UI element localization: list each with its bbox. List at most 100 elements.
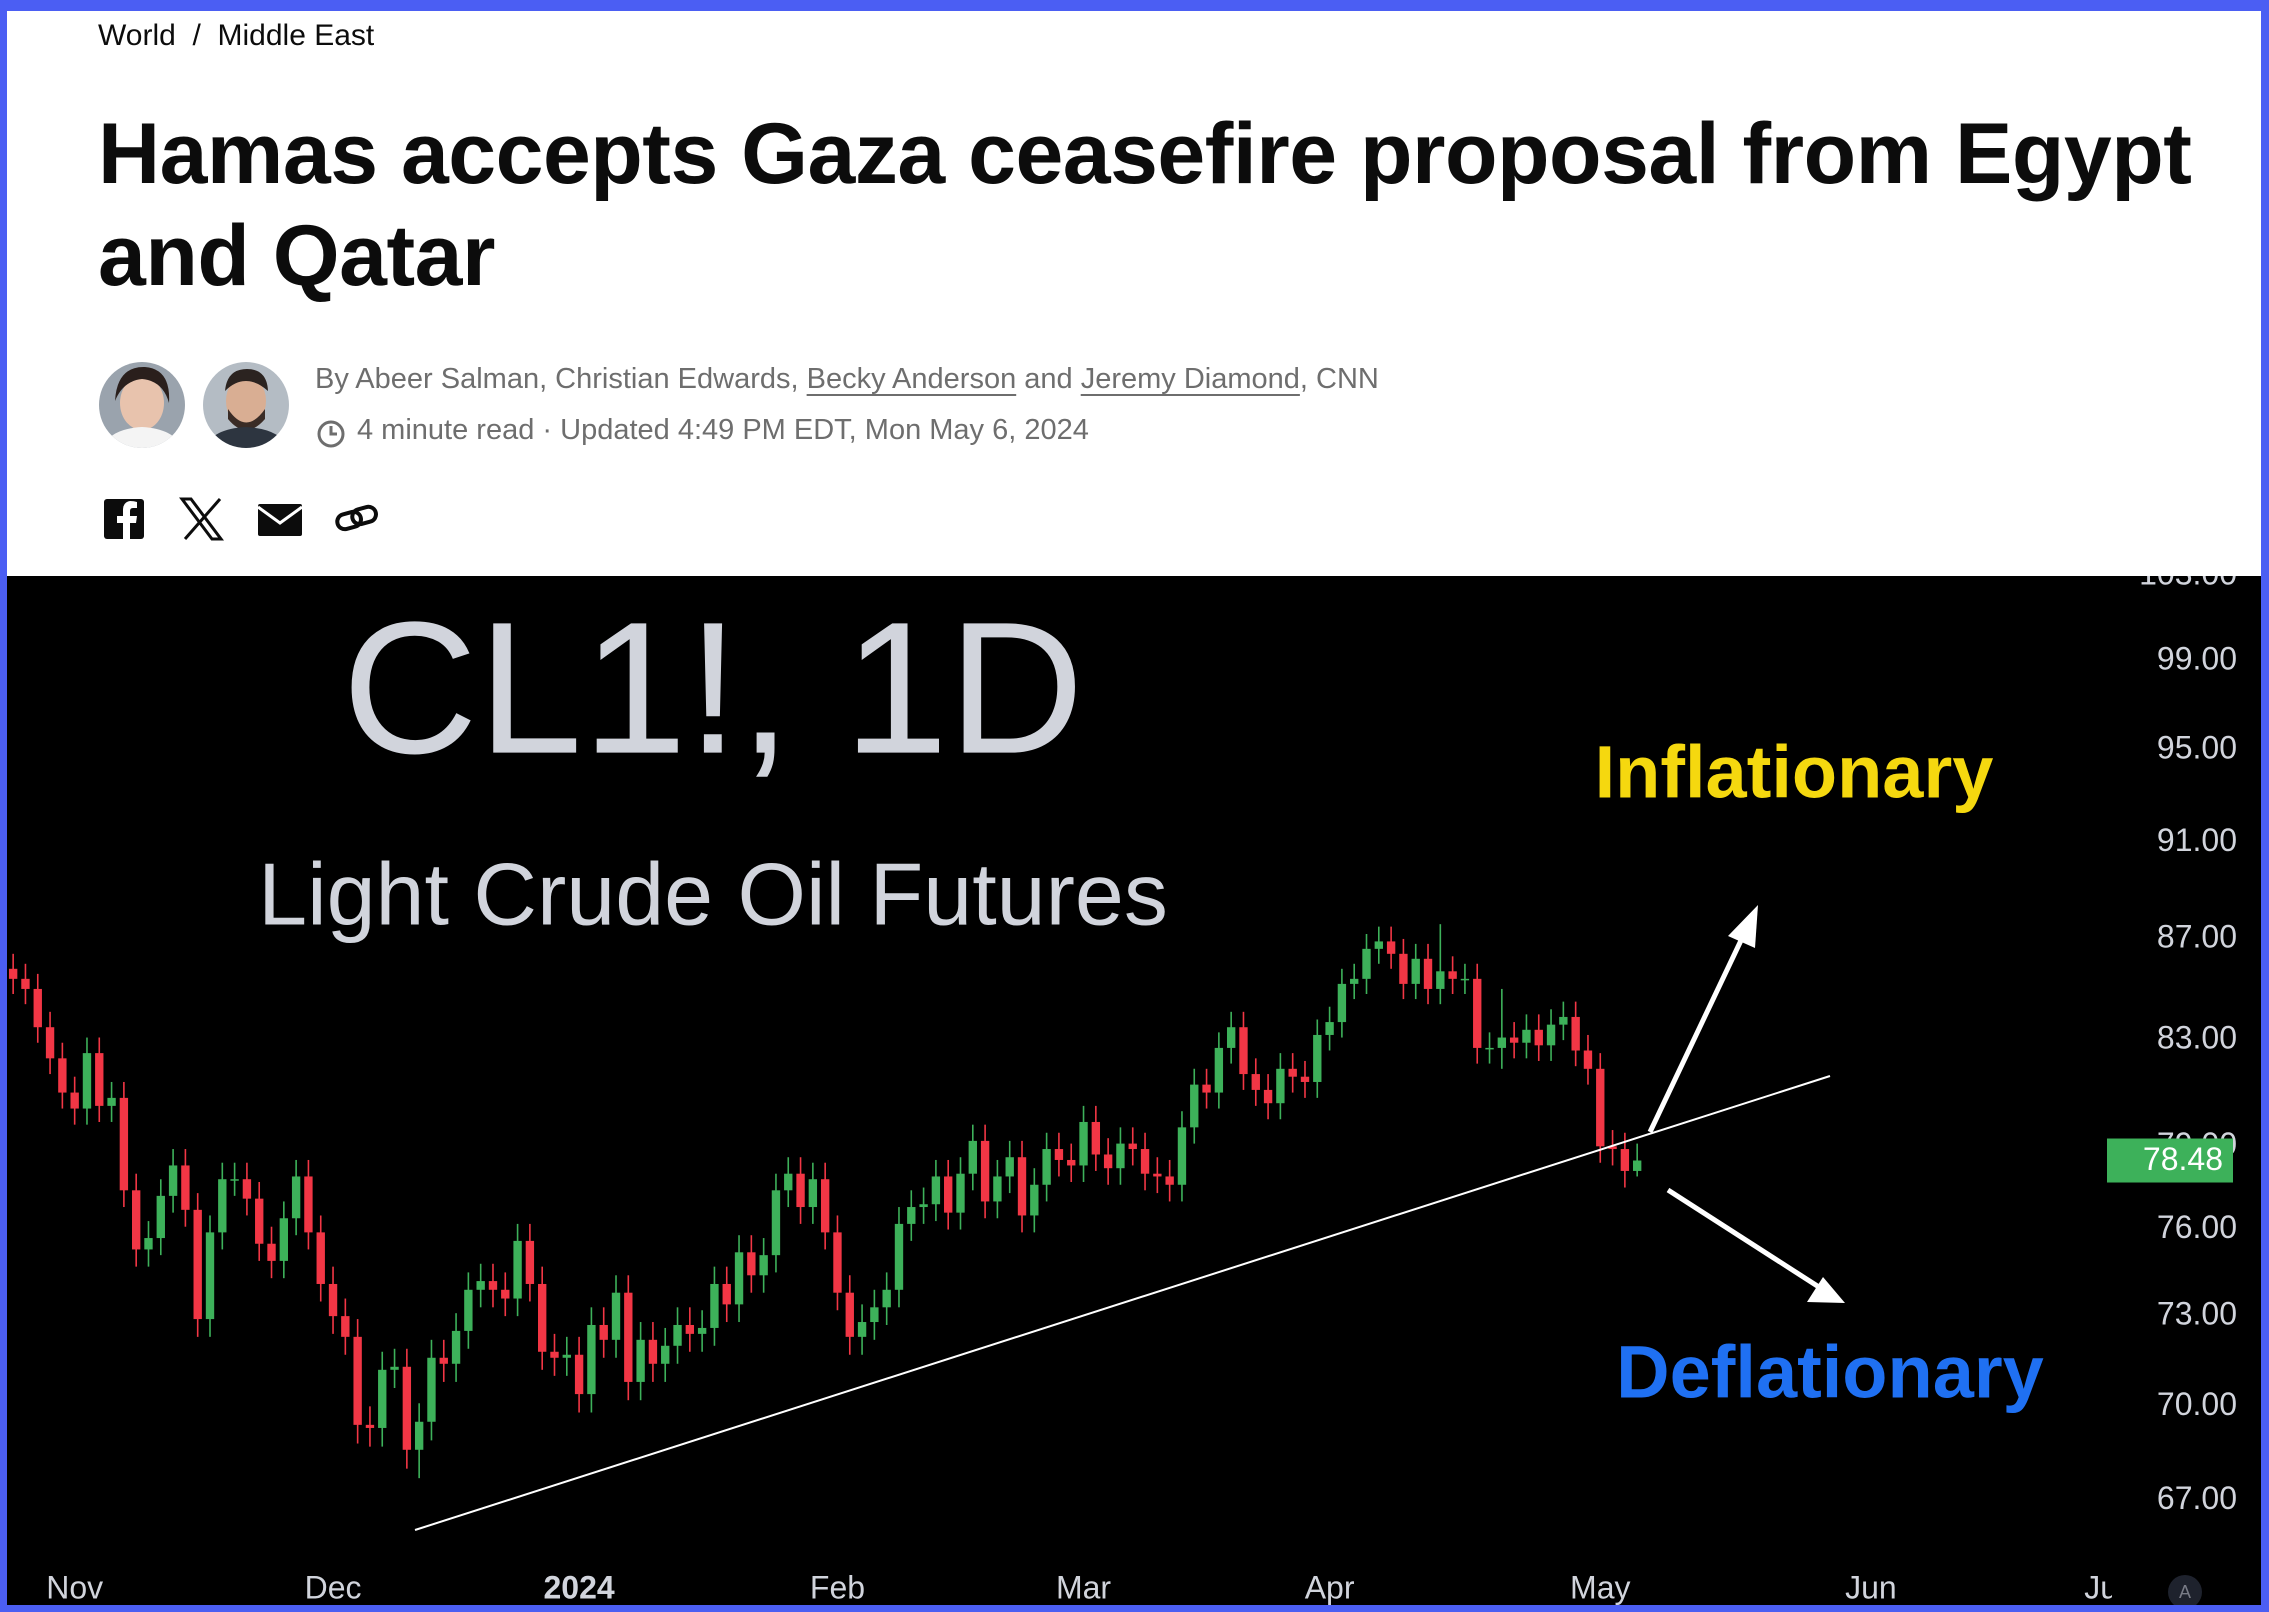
- auto-scale-button[interactable]: [2168, 1575, 2202, 1605]
- candle-body: [230, 1179, 239, 1181]
- auto-scale-label: A: [2179, 1582, 2191, 1602]
- candle-body: [661, 1345, 670, 1364]
- candle-body: [685, 1324, 695, 1334]
- candle-body: [132, 1190, 141, 1250]
- candle-body: [1534, 1029, 1543, 1046]
- candle-body: [538, 1283, 547, 1352]
- candle-body: [316, 1232, 325, 1284]
- candle-body: [648, 1339, 658, 1364]
- share-facebook[interactable]: [104, 499, 144, 539]
- candle-body: [1140, 1149, 1150, 1174]
- candle-body: [1559, 1016, 1568, 1025]
- candle-body: [734, 1252, 744, 1305]
- breadcrumb-link[interactable]: World: [98, 19, 176, 52]
- candle-body: [58, 1058, 67, 1093]
- candle-body: [1473, 978, 1482, 1048]
- candle-body: [95, 1053, 104, 1106]
- breadcrumb-separator: /: [192, 19, 201, 52]
- candle-body: [1202, 1084, 1211, 1093]
- x-tick-label: 2024: [544, 1569, 615, 1605]
- author-link[interactable]: Jeremy Diamond: [1080, 363, 1300, 395]
- candle-body: [993, 1176, 1002, 1202]
- candle-body: [980, 1140, 990, 1202]
- candle-body: [1067, 1159, 1076, 1166]
- last-price-label: 78.48: [2143, 1141, 2223, 1177]
- candle-body: [1190, 1084, 1199, 1128]
- candle-body: [476, 1281, 485, 1290]
- candle-body: [427, 1357, 436, 1422]
- candle-body: [70, 1092, 79, 1109]
- candle-body: [771, 1190, 781, 1256]
- candle-body: [1337, 983, 1347, 1023]
- candle-body: [353, 1336, 362, 1425]
- arrow-up: [1647, 930, 1748, 1134]
- share-link[interactable]: [335, 504, 378, 532]
- candle-body: [1632, 1160, 1642, 1171]
- candle-body: [205, 1232, 215, 1320]
- candle-body: [291, 1176, 301, 1219]
- candle-body: [267, 1243, 276, 1261]
- candle-body: [107, 1097, 116, 1106]
- candle-body: [1288, 1068, 1297, 1077]
- y-tick-label: 73.00: [2157, 1296, 2237, 1332]
- candle-body: [156, 1195, 165, 1239]
- byline-text: By Abeer Salman, Christian Edwards,: [315, 363, 807, 395]
- candle-body: [8, 968, 18, 979]
- author-link[interactable]: Becky Anderson: [806, 363, 1017, 395]
- candle-body: [1300, 1076, 1310, 1082]
- byline-text: , CNN: [1299, 363, 1379, 395]
- avatar[interactable]: [201, 361, 291, 451]
- candle-body: [1497, 1037, 1507, 1048]
- annotation: Inflationary: [1595, 731, 1994, 814]
- candle-body: [255, 1198, 264, 1244]
- candle-body: [513, 1240, 522, 1299]
- x-tick-label: Jul: [2084, 1569, 2125, 1605]
- candle-body: [451, 1330, 461, 1364]
- candle-body: [525, 1240, 535, 1284]
- candle-body: [574, 1354, 584, 1395]
- breadcrumb-link[interactable]: Middle East: [217, 19, 375, 52]
- candle-body: [168, 1165, 178, 1196]
- candle-body: [1423, 958, 1433, 989]
- candle-body: [820, 1179, 830, 1233]
- share-email[interactable]: [257, 504, 303, 536]
- candle-body: [365, 1424, 375, 1428]
- article-meta: 4 minute read · Updated 4:49 PM EDT, Mon…: [357, 414, 1089, 447]
- meta-separator: ·: [542, 414, 553, 446]
- candle-body: [1362, 948, 1371, 979]
- x-tick-label: Dec: [305, 1569, 362, 1605]
- candle-body: [1460, 978, 1470, 981]
- byline-text: and: [1016, 363, 1081, 395]
- candle-body: [1103, 1154, 1113, 1169]
- candle-body: [1596, 1068, 1605, 1147]
- candle-body: [894, 1223, 904, 1290]
- arrow-head: [1807, 1277, 1845, 1303]
- candle-body: [1448, 971, 1457, 979]
- candle-body: [439, 1357, 448, 1364]
- candle-body: [1226, 1027, 1236, 1048]
- candle-body: [501, 1289, 510, 1299]
- candle-body: [599, 1324, 608, 1340]
- chart-subtitle: Light Crude Oil Futures: [258, 844, 1168, 943]
- candle-body: [1583, 1050, 1593, 1069]
- x-tick-label: May: [1570, 1569, 1630, 1605]
- candle-body: [328, 1283, 338, 1317]
- y-tick-label: 87.00: [2157, 918, 2237, 954]
- candle-body: [919, 1204, 928, 1208]
- candle-body: [119, 1097, 129, 1191]
- candle-body: [464, 1289, 473, 1331]
- candle-body: [1350, 978, 1359, 984]
- candle-body: [907, 1207, 916, 1224]
- candle-body: [1436, 971, 1445, 989]
- trend-line: [414, 1075, 1831, 1531]
- share-x[interactable]: [179, 497, 224, 541]
- candle-body: [1374, 941, 1383, 949]
- candle-body: [1522, 1029, 1531, 1043]
- candle-body: [1030, 1184, 1039, 1216]
- y-tick-label: 83.00: [2157, 1020, 2237, 1056]
- last-price-box: [2107, 1138, 2233, 1183]
- avatar[interactable]: [97, 361, 187, 451]
- read-time: 4 minute read: [357, 414, 535, 446]
- clock-icon: [317, 420, 345, 448]
- candle-body: [33, 988, 42, 1028]
